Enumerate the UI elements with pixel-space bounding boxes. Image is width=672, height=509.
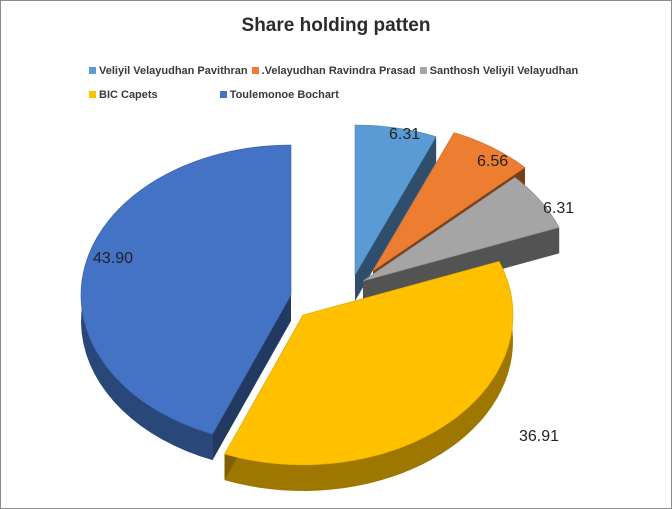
data-label: 43.90 xyxy=(93,250,133,267)
legend-item: Veliyil Velayudhan Pavithran xyxy=(89,65,248,77)
legend: Veliyil Velayudhan Pavithran .Velayudhan… xyxy=(89,62,609,110)
pie-slice xyxy=(354,124,437,277)
legend-item: Santhosh Veliyil Velayudhan xyxy=(419,64,579,77)
legend-swatch xyxy=(419,67,427,74)
legend-label: Santhosh Veliyil Velayudhan xyxy=(429,64,579,77)
legend-item: .Velayudhan Ravindra Prasad xyxy=(251,64,416,77)
legend-label: .Velayudhan Ravindra Prasad xyxy=(261,64,416,77)
legend-row-1: Veliyil Velayudhan Pavithran .Velayudhan… xyxy=(89,62,609,79)
pie-slice xyxy=(362,177,560,282)
data-label: 6.31 xyxy=(543,200,574,217)
legend-label: Toulemonoe Bochart xyxy=(229,88,339,101)
legend-item: Toulemonoe Bochart xyxy=(219,88,339,101)
chart-title: Share holding patten xyxy=(241,15,431,36)
legend-swatch xyxy=(219,91,227,98)
legend-swatch xyxy=(251,67,259,74)
data-label: 36.91 xyxy=(519,428,559,445)
legend-label: BIC Capets xyxy=(99,88,158,101)
legend-label: Veliyil Velayudhan Pavithran xyxy=(99,64,248,77)
pie-slice xyxy=(224,261,514,466)
pie-slice-wall xyxy=(355,136,437,301)
legend-row-2: BIC Capets Toulemonoe Bochart xyxy=(89,86,609,103)
pie-slice xyxy=(80,144,292,435)
pie-slice-wall xyxy=(212,295,291,461)
legend-item: BIC Capets xyxy=(89,89,158,101)
legend-swatch xyxy=(89,91,96,98)
data-label: 6.31 xyxy=(389,126,420,143)
pie-slice-side xyxy=(224,261,513,491)
pie-slice xyxy=(372,132,526,272)
data-label: 6.56 xyxy=(477,153,508,170)
legend-swatch xyxy=(89,67,96,74)
